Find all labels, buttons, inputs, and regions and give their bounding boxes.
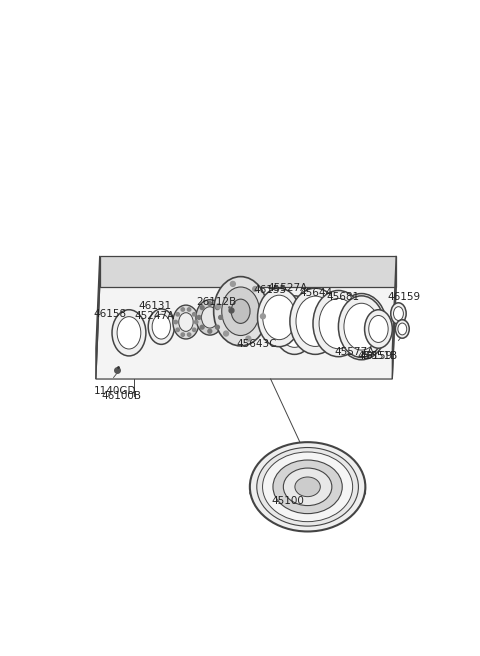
Circle shape xyxy=(187,308,191,311)
Ellipse shape xyxy=(117,317,141,349)
Text: 45681: 45681 xyxy=(327,292,360,302)
Text: 26112B: 26112B xyxy=(196,297,236,307)
Circle shape xyxy=(174,320,178,323)
Ellipse shape xyxy=(263,452,353,522)
Ellipse shape xyxy=(394,306,403,321)
Polygon shape xyxy=(392,256,396,379)
Text: 46155: 46155 xyxy=(254,285,287,295)
Ellipse shape xyxy=(222,287,260,335)
Ellipse shape xyxy=(148,309,174,344)
Ellipse shape xyxy=(273,296,316,354)
Ellipse shape xyxy=(365,310,392,348)
Circle shape xyxy=(181,333,184,337)
Ellipse shape xyxy=(336,293,387,359)
Ellipse shape xyxy=(257,447,359,526)
Circle shape xyxy=(216,325,219,329)
Text: 45100: 45100 xyxy=(272,496,305,506)
Text: 45644: 45644 xyxy=(300,288,333,298)
Ellipse shape xyxy=(152,314,170,339)
Circle shape xyxy=(208,302,212,306)
Ellipse shape xyxy=(295,477,320,497)
Text: 45651B: 45651B xyxy=(358,351,398,361)
Circle shape xyxy=(181,308,184,311)
Ellipse shape xyxy=(283,468,332,506)
Circle shape xyxy=(176,312,180,316)
Ellipse shape xyxy=(273,460,342,514)
Circle shape xyxy=(230,281,235,287)
Circle shape xyxy=(208,329,212,333)
Ellipse shape xyxy=(250,442,365,531)
Circle shape xyxy=(219,316,223,319)
Text: 45247A: 45247A xyxy=(134,311,175,321)
Ellipse shape xyxy=(231,299,250,323)
Text: 45643C: 45643C xyxy=(237,339,277,350)
Ellipse shape xyxy=(391,303,406,324)
Text: 46159: 46159 xyxy=(388,292,421,302)
Text: 46158: 46158 xyxy=(94,308,127,319)
Circle shape xyxy=(224,331,228,336)
Circle shape xyxy=(192,328,196,331)
Circle shape xyxy=(200,325,204,329)
Circle shape xyxy=(216,304,221,309)
Circle shape xyxy=(261,314,265,319)
Ellipse shape xyxy=(396,319,409,338)
Ellipse shape xyxy=(263,295,296,340)
Ellipse shape xyxy=(278,303,311,348)
Circle shape xyxy=(176,328,180,331)
Text: 46131: 46131 xyxy=(138,301,171,311)
Circle shape xyxy=(187,333,191,337)
Ellipse shape xyxy=(342,302,381,352)
Ellipse shape xyxy=(369,316,388,342)
Ellipse shape xyxy=(112,310,146,356)
Ellipse shape xyxy=(319,298,358,349)
Circle shape xyxy=(246,336,251,341)
Circle shape xyxy=(192,312,196,316)
Text: 46159: 46159 xyxy=(359,351,392,361)
Circle shape xyxy=(252,287,258,291)
Text: 46100B: 46100B xyxy=(101,391,141,401)
Circle shape xyxy=(200,306,204,310)
Ellipse shape xyxy=(344,303,379,350)
Text: 45527A: 45527A xyxy=(267,283,308,293)
Polygon shape xyxy=(96,256,100,379)
Text: 45577A: 45577A xyxy=(335,347,375,357)
Ellipse shape xyxy=(179,313,193,331)
Ellipse shape xyxy=(202,307,218,328)
Polygon shape xyxy=(100,256,396,287)
Ellipse shape xyxy=(290,288,341,354)
Ellipse shape xyxy=(296,296,335,346)
Ellipse shape xyxy=(214,277,267,346)
Ellipse shape xyxy=(196,300,224,335)
Ellipse shape xyxy=(313,291,364,357)
Circle shape xyxy=(197,316,201,319)
Ellipse shape xyxy=(250,482,365,504)
Ellipse shape xyxy=(173,305,199,339)
Circle shape xyxy=(216,306,219,310)
Ellipse shape xyxy=(338,296,384,358)
Text: 1140GD: 1140GD xyxy=(94,386,136,396)
Ellipse shape xyxy=(258,288,300,346)
Polygon shape xyxy=(96,287,396,379)
Circle shape xyxy=(194,320,198,323)
Ellipse shape xyxy=(398,323,407,335)
